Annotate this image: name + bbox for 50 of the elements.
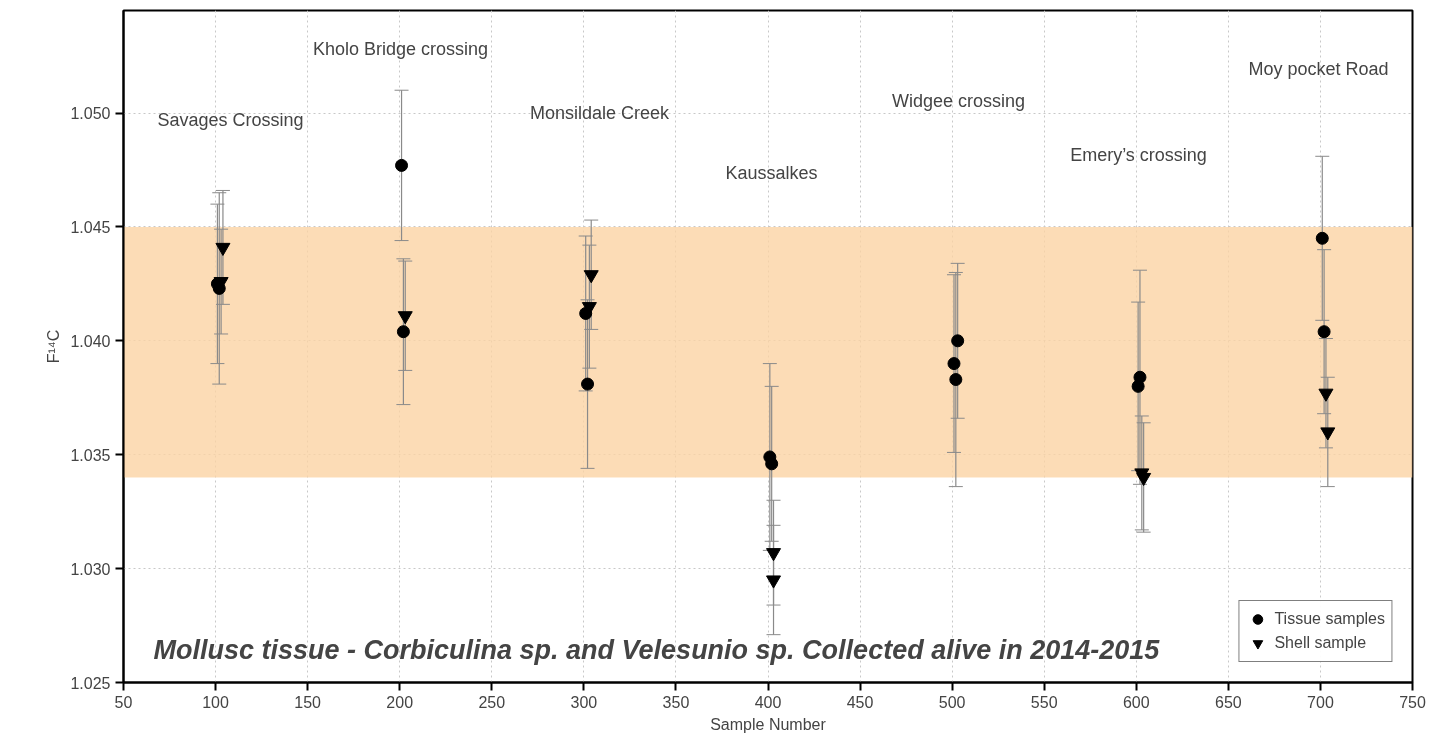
annotation: Kholo Bridge crossing [312, 38, 489, 59]
point [581, 377, 595, 391]
y-tick-label: 1.045 [70, 218, 111, 236]
x-tick-label: 200 [386, 693, 414, 711]
point [766, 575, 782, 589]
point [765, 457, 779, 471]
annotation: Kaussalkes [725, 162, 818, 183]
x-tick-label: 250 [478, 693, 506, 711]
x-tick-label: 350 [662, 693, 690, 711]
x-tick-label: 400 [754, 693, 782, 711]
y-tick-label: 1.040 [70, 332, 111, 350]
y-tick-label: 1.035 [70, 446, 111, 464]
x-tick-label: 300 [570, 693, 598, 711]
annotation: Widgee crossing [891, 90, 1026, 111]
x-tick-label: 50 [114, 693, 133, 711]
y-tick-label: 1.030 [70, 560, 111, 578]
x-tick-label: 150 [294, 693, 322, 711]
annotation: Savages Crossing [157, 109, 304, 130]
point [1315, 231, 1329, 245]
point [949, 373, 963, 387]
point [1318, 388, 1334, 402]
x-tick-label: 600 [1122, 693, 1150, 711]
x-tick-label: 500 [938, 693, 966, 711]
x-tick-label: 750 [1399, 693, 1426, 711]
y-tick-label: 1.025 [70, 674, 111, 692]
point [396, 325, 410, 339]
point [1136, 472, 1152, 487]
annotation: Monsildale Creek [529, 102, 671, 123]
point [1320, 427, 1336, 441]
y-tick-label: 1.050 [70, 105, 111, 123]
point [1133, 370, 1147, 384]
point [766, 548, 782, 562]
point [1317, 325, 1331, 339]
annotation: Moy pocket Road [1248, 58, 1389, 79]
point [215, 242, 231, 256]
x-tick-label: 700 [1307, 693, 1334, 711]
legend-label: Tissue samples [1274, 610, 1385, 628]
legend-label: Shell sample [1274, 634, 1367, 652]
x-tick-label: 650 [1215, 693, 1242, 711]
point [951, 334, 965, 348]
y-axis-title: F¹⁴C [45, 329, 63, 364]
point [947, 357, 961, 371]
x-tick-label: 100 [202, 693, 230, 711]
x-tick-label: 550 [1030, 693, 1058, 711]
text: Mollusc tissue - Corbiculina sp. and Velesunio sp. Collected alive in 2014-2015 [153, 634, 1161, 665]
x-axis-title: Sample Number [710, 715, 827, 733]
point [397, 311, 413, 325]
point [395, 158, 409, 172]
annotation: Emery’s crossing [1070, 144, 1207, 165]
x-tick-label: 450 [846, 693, 874, 711]
